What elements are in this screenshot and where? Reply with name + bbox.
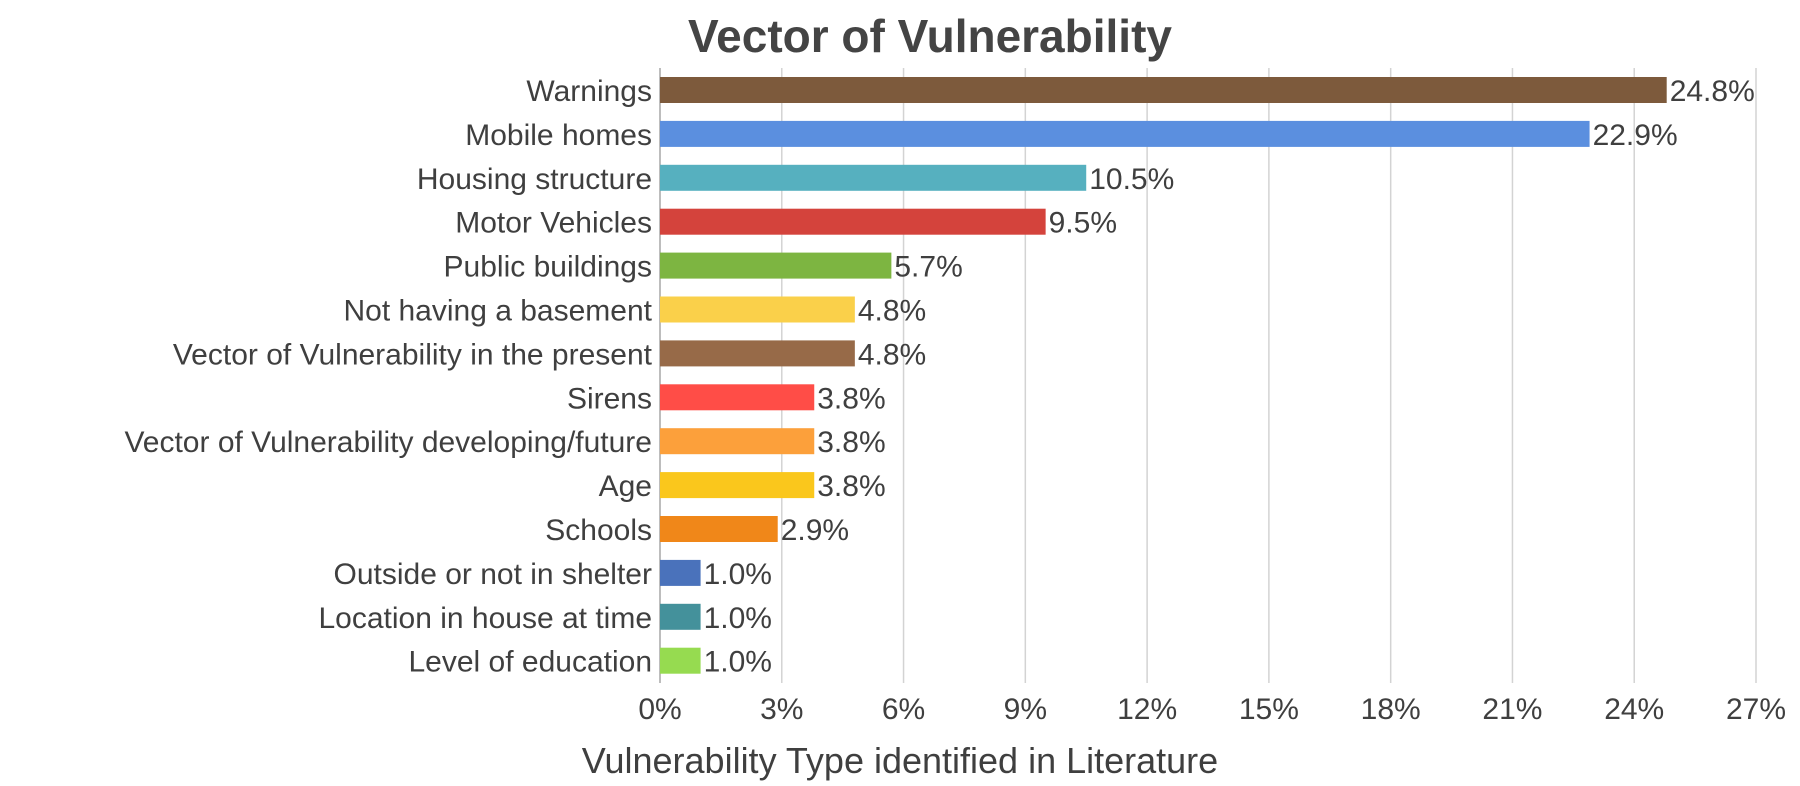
x-tick-label: 12%: [1117, 693, 1177, 726]
category-label: Vector of Vulnerability in the present: [173, 338, 653, 371]
data-label: 3.8%: [817, 426, 885, 459]
data-label: 1.0%: [704, 646, 772, 679]
category-label: Housing structure: [417, 163, 652, 196]
x-tick-label: 6%: [882, 693, 925, 726]
x-tick-label: 0%: [638, 693, 681, 726]
bar: [660, 296, 855, 323]
data-label: 5.7%: [894, 251, 962, 284]
data-label: 4.8%: [858, 295, 926, 328]
data-label: 10.5%: [1089, 163, 1174, 196]
data-label: 3.8%: [817, 470, 885, 503]
category-label: Public buildings: [444, 251, 652, 284]
category-label: Outside or not in shelter: [333, 558, 652, 591]
bar: [660, 77, 1667, 103]
bar: [660, 647, 701, 674]
bar: [660, 252, 892, 279]
bar: [660, 164, 1087, 191]
data-label: 1.0%: [704, 602, 772, 635]
x-tick-label: 9%: [1004, 693, 1047, 726]
category-label: Warnings: [526, 75, 652, 108]
category-label: Sirens: [567, 382, 652, 415]
x-tick-label: 27%: [1726, 693, 1786, 726]
category-label: Motor Vehicles: [455, 207, 652, 240]
x-tick-label: 24%: [1604, 693, 1664, 726]
x-tick-label: 3%: [760, 693, 803, 726]
category-label: Age: [599, 470, 652, 503]
data-label: 24.8%: [1670, 75, 1755, 108]
bar: [660, 559, 701, 586]
bar: [660, 120, 1590, 147]
x-axis-title: Vulnerability Type identified in Literat…: [582, 740, 1218, 781]
category-label: Mobile homes: [465, 119, 652, 152]
data-label: 22.9%: [1593, 119, 1678, 152]
data-label: 1.0%: [704, 558, 772, 591]
category-label: Level of education: [408, 646, 652, 679]
data-label: 2.9%: [781, 514, 849, 547]
bar: [660, 603, 701, 630]
category-label: Vector of Vulnerability developing/futur…: [124, 426, 652, 459]
category-label: Not having a basement: [343, 295, 652, 328]
category-labels: Warnings Mobile homes Housing structure Mot…: [124, 75, 652, 679]
data-label: 3.8%: [817, 382, 885, 415]
bar: [660, 516, 778, 542]
bar: [660, 340, 855, 367]
data-label: 4.8%: [858, 338, 926, 371]
value-labels: 24.8% 22.9% 10.5% 9.5% 5.7% 4.8% 4.8% 3.8% 3.8% 3…: [704, 75, 1755, 679]
category-label: Location in house at time: [318, 602, 652, 635]
x-tick-label: 18%: [1361, 693, 1421, 726]
data-label: 9.5%: [1049, 207, 1117, 240]
gridlines: [659, 68, 1757, 683]
bar: [660, 472, 815, 499]
x-tick-label: 15%: [1239, 693, 1299, 726]
bar: [660, 428, 815, 455]
category-label: Schools: [545, 514, 652, 547]
bars: [660, 77, 1667, 674]
chart-title: Vector of Vulnerability: [688, 10, 1172, 62]
x-tick-label: 21%: [1482, 693, 1542, 726]
x-tick-labels: 0% 3% 6% 9% 12% 15% 18% 21% 24% 27%: [638, 693, 1786, 726]
bar: [660, 384, 815, 411]
bar: [660, 208, 1046, 235]
